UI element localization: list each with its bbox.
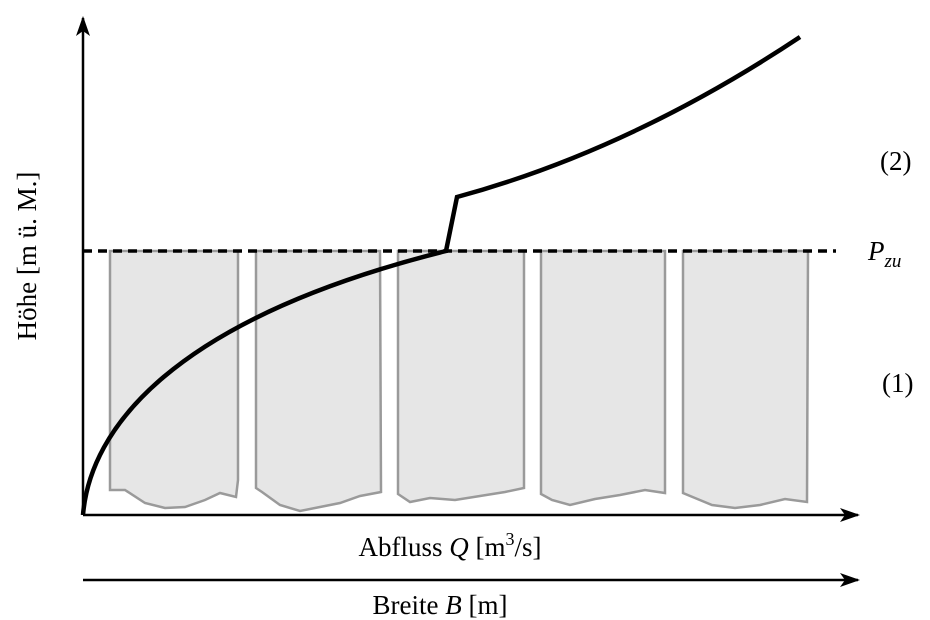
level-symbol: P — [867, 236, 885, 266]
width-axis-label: Breite B [m] — [373, 590, 508, 620]
region-label: (1) — [882, 368, 913, 398]
rating-curve — [80, 35, 802, 516]
region-label: (2) — [880, 146, 911, 176]
panel — [681, 249, 810, 510]
x-axis-symbol: Q — [449, 532, 469, 562]
width-axis-unit: [m] — [469, 590, 508, 620]
panel — [108, 249, 240, 510]
x-axis-label: Abfluss Q [m3/s] — [358, 529, 541, 562]
panel — [254, 249, 383, 513]
bed-panels — [108, 249, 810, 513]
level-subscript: zu — [884, 251, 902, 272]
x-axis-label-text: Abfluss — [358, 532, 442, 562]
y-axis-label: Höhe [m ü. M.] — [12, 172, 42, 341]
x-axis-unit-power: 3 — [506, 529, 515, 549]
level-label: Pzu — [867, 236, 901, 272]
panel — [396, 249, 526, 504]
x-axis-unit: [m — [476, 532, 506, 562]
width-axis-label-text: Breite — [373, 590, 439, 620]
width-axis-symbol: B — [445, 590, 462, 620]
panel — [539, 249, 667, 507]
x-axis-unit-close: /s] — [515, 532, 542, 562]
